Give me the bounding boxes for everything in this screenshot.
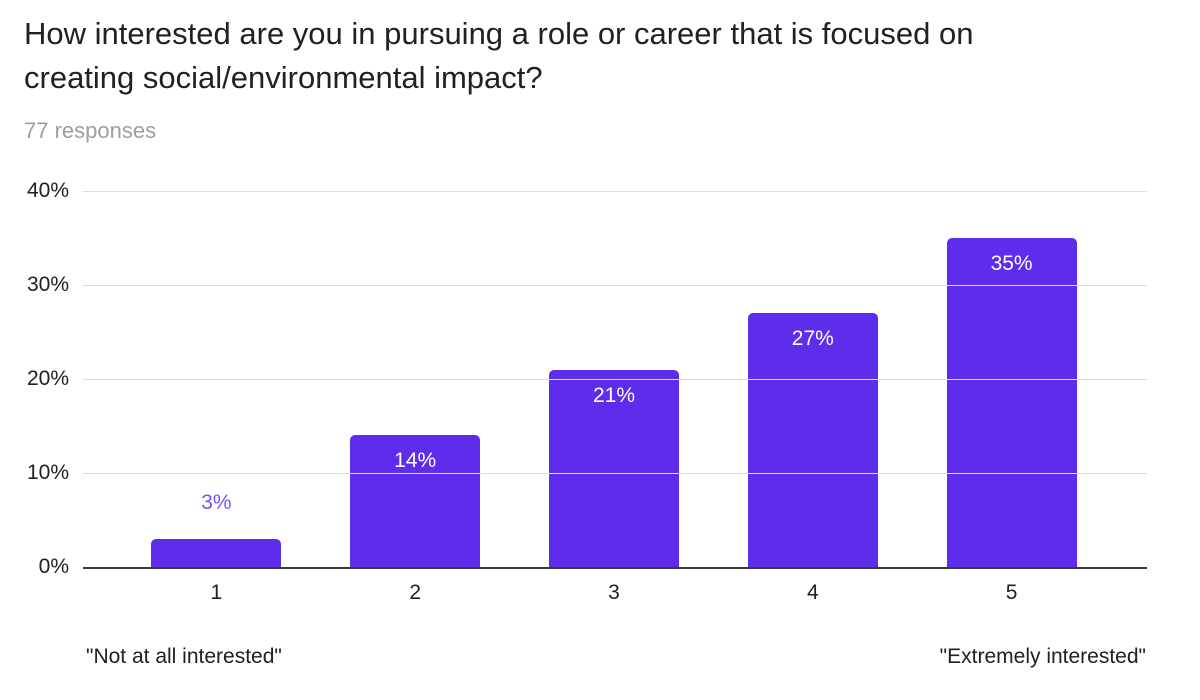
bar-3: 21% [548,369,679,567]
y-axis-tick-20%: 20% [26,367,69,390]
scale-max-label: "Extremely interested" [939,645,1146,668]
gridline-20% [83,379,1147,380]
bar-slot-5: 35% [912,191,1111,567]
bar-slot-4: 27% [713,191,912,567]
x-axis-tick-5: 5 [1005,581,1018,604]
gridline-40% [83,191,1147,192]
plot-area: 3% 14% 21% 27% 35% 1 2 3 4 5 0% 10% 20% 30% 40% [27,179,1147,604]
bar-value-label-3: 21% [592,383,635,407]
bar-5: 35% [946,238,1077,567]
bar-value-label-2: 14% [394,449,437,473]
bar-slot-2: 14% [316,191,515,567]
x-axis-tick-2: 2 [409,581,422,604]
gridline-30% [83,285,1147,286]
chart-title: How interested are you in pursuing a rol… [24,16,974,95]
x-axis-ticks: 1 2 3 4 5 [117,581,1111,605]
bar-value-label-4: 27% [791,327,834,351]
y-axis-tick-40%: 40% [26,179,69,202]
scale-endpoint-labels: "Not at all interested" "Extremely inter… [86,645,1146,669]
y-axis-tick-0%: 0% [38,555,69,578]
bar-value-label-5: 35% [990,252,1033,275]
scale-min-label: "Not at all interested" [86,645,282,668]
gridline-10% [83,473,1147,474]
bar-4: 27% [747,313,878,567]
bar-value-label-1: 3% [201,490,232,514]
bar-slot-1: 3% [117,191,316,567]
x-axis-tick-3: 3 [608,581,620,604]
y-axis-tick-10%: 10% [26,461,69,484]
bar-slot-3: 21% [515,191,714,567]
bars-container: 3% 14% 21% 27% 35% [117,191,1111,567]
response-count: 77 responses [24,118,157,143]
bar-2: 14% [350,435,481,567]
y-axis-tick-30%: 30% [26,273,69,296]
x-axis-tick-1: 1 [210,581,223,604]
x-axis-tick-4: 4 [806,581,819,604]
bar-1: 3% [151,491,282,567]
